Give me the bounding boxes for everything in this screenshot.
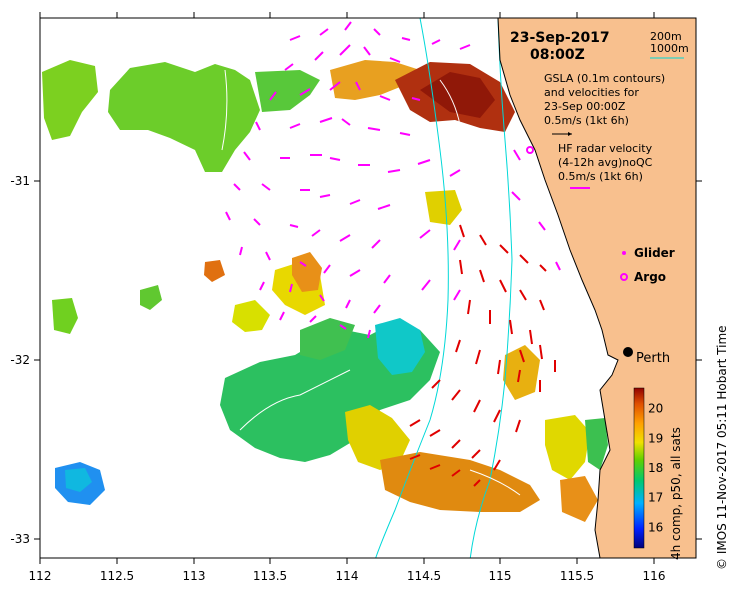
glider-icon: [622, 251, 626, 255]
x-tick: 115.5: [560, 569, 594, 583]
x-tick: 112.5: [100, 569, 134, 583]
sst-patch-west-cyan: [65, 468, 92, 492]
sst-patch-east-mid: [503, 345, 540, 400]
sst-patch-south-orange: [380, 452, 540, 512]
sst-patch-northwest: [42, 60, 98, 140]
perth-label: Perth: [636, 351, 670, 366]
map-date: 23-Sep-2017: [510, 30, 610, 46]
y-tick: -31: [10, 174, 30, 188]
gsla-legend-line1: GSLA (0.1m contours): [544, 72, 665, 85]
glider-label: Glider: [634, 246, 675, 260]
sst-patch-yellow-west: [232, 300, 270, 332]
x-tick: 116: [643, 569, 666, 583]
colorbar-tick: 18: [648, 461, 663, 475]
sst-patch-north-central: [108, 62, 260, 172]
hf-radar-vectors: [409, 224, 556, 487]
sst-patch-cyan-eddy: [375, 318, 425, 375]
colorbar-tick: 16: [648, 520, 663, 534]
x-axis-labels: 112 112.5 113 113.5 114 114.5 115 115.5 …: [29, 569, 666, 583]
bathymetry-contours: [375, 18, 513, 558]
land: [497, 18, 696, 558]
sst-patch-southeast-green: [585, 418, 608, 470]
x-tick: 114: [336, 569, 359, 583]
contour-1000m: [375, 18, 449, 558]
argo-label: Argo: [634, 270, 666, 284]
sst-patch-northeast-warm: [330, 60, 420, 100]
y-tick: -33: [10, 532, 30, 546]
gsla-velocity-vectors: [225, 21, 561, 339]
colorbar-tick: 17: [648, 491, 663, 505]
sst-patch-small-green-1: [52, 298, 78, 334]
argo-icon: [620, 273, 628, 281]
sst-patch-southeast-yellow: [545, 415, 590, 480]
colorbar: [633, 387, 645, 549]
gsla-legend: GSLA (0.1m contours) and velocities for …: [544, 72, 665, 127]
x-tick: 115: [489, 569, 512, 583]
y-axis-labels: -31 -32 -33: [10, 174, 30, 546]
x-tick: 113: [183, 569, 206, 583]
gsla-legend-line2: and velocities for: [544, 86, 639, 99]
legend-200m: 200m: [650, 30, 682, 43]
x-tick: 112: [29, 569, 52, 583]
hf-legend: HF radar velocity (4-12h avg)noQC 0.5m/s…: [558, 142, 653, 183]
gsla-legend-scale: 0.5m/s (1kt 6h): [544, 114, 629, 127]
sst-patches: [42, 60, 608, 522]
sst-patch-south-yellow: [345, 405, 410, 470]
x-tick: 114.5: [407, 569, 441, 583]
gsla-legend-line3: 23-Sep 00:00Z: [544, 100, 626, 113]
sst-patch-center-green: [300, 318, 355, 360]
sst-patch-east-yellow: [425, 190, 462, 225]
x-tick: 113.5: [253, 569, 287, 583]
colorbar-label: 4h comp, p50, all sats: [669, 427, 683, 560]
map-time: 08:00Z: [530, 47, 585, 63]
perth-marker: [623, 347, 633, 357]
colorbar-ticks: 20 19 18 17 16: [648, 402, 663, 535]
colorbar-tick: 19: [648, 431, 663, 445]
gsla-contours: [221, 69, 521, 496]
sst-patch-hot-inner: [420, 72, 495, 118]
legend-1000m: 1000m: [650, 42, 689, 55]
colorbar-tick: 20: [648, 402, 663, 416]
hf-legend-scale: 0.5m/s (1kt 6h): [558, 170, 643, 183]
hf-legend-line1: HF radar velocity: [558, 142, 653, 155]
y-tick: -32: [10, 353, 30, 367]
credit-text: © IMOS 11-Nov-2017 05:11 Hobart Time: [715, 325, 729, 570]
hf-legend-line2: (4-12h avg)noQC: [558, 156, 653, 169]
sst-patch-east-coast-orange: [560, 476, 598, 522]
sst-patch-orange-center: [292, 252, 322, 292]
argo-marker-map: [526, 146, 534, 154]
sst-patch-northeast-green: [255, 70, 320, 112]
sst-patch-small-orange: [204, 260, 225, 282]
contour-200m: [469, 18, 513, 558]
sst-patch-small-green-2: [140, 285, 162, 310]
